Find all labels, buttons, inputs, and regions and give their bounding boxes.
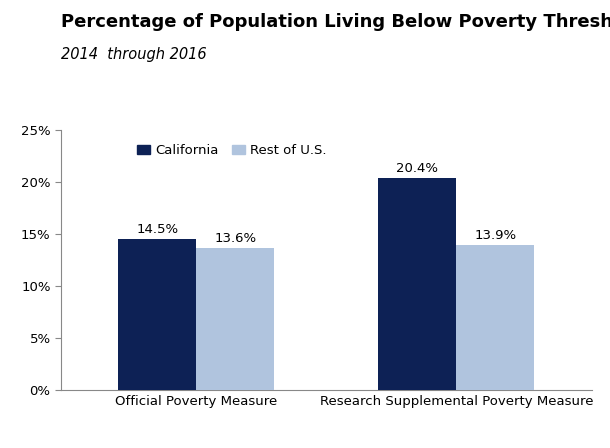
Bar	[118, 239, 196, 390]
Text: 13.9%: 13.9%	[475, 229, 517, 242]
Legend: California, Rest of U.S.: California, Rest of U.S.	[131, 139, 332, 163]
Text: 20.4%: 20.4%	[396, 162, 439, 175]
Text: 13.6%: 13.6%	[214, 233, 256, 246]
Bar	[378, 178, 456, 390]
Text: 2014  through 2016: 2014 through 2016	[61, 47, 207, 62]
Bar	[196, 248, 274, 390]
Text: 14.5%: 14.5%	[136, 223, 178, 236]
Text: Percentage of Population Living Below Poverty Threshold: Percentage of Population Living Below Po…	[61, 13, 610, 31]
Bar	[456, 246, 534, 390]
